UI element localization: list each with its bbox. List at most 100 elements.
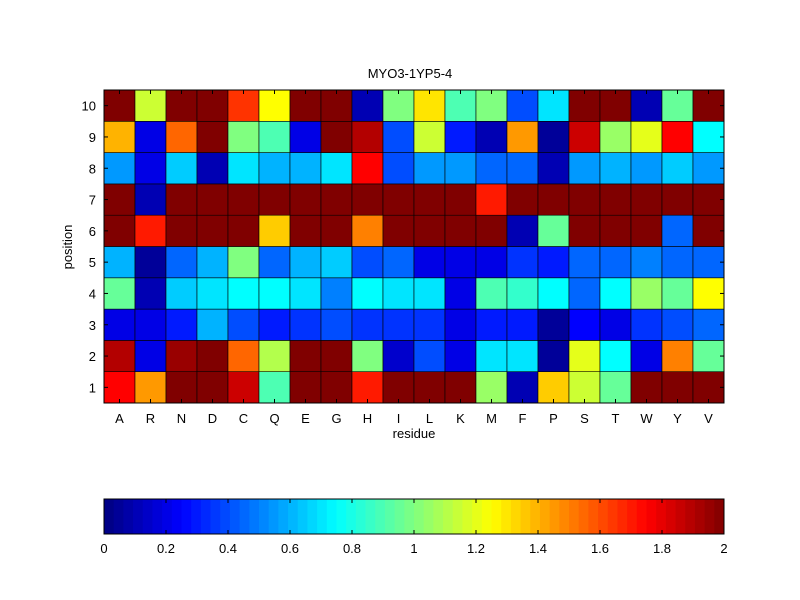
colorbar — [104, 499, 725, 534]
heatmap-cell-K-8 — [444, 152, 477, 185]
heatmap-cell-Y-8 — [661, 152, 694, 185]
heatmap-cell-T-1 — [599, 371, 632, 404]
colorbar-segment — [104, 499, 115, 534]
heatmap-cell-T-6 — [599, 214, 632, 247]
colorbar-tick-label: 1.2 — [467, 541, 485, 556]
heatmap-cell-P-5 — [537, 246, 570, 279]
colorbar-tick-label: 2 — [720, 541, 727, 556]
colorbar-segment — [549, 499, 560, 534]
heatmap-cell-Q-2 — [258, 340, 291, 372]
heatmap-cell-H-2 — [351, 340, 384, 372]
heatmap-cell-V-9 — [692, 121, 725, 153]
heatmap-cell-P-10 — [537, 89, 570, 122]
colorbar-segment — [404, 499, 415, 534]
heatmap-cell-G-8 — [320, 152, 353, 185]
heatmap-cell-F-10 — [506, 89, 539, 122]
heatmap-cell-I-10 — [382, 89, 415, 122]
heatmap-cell-L-2 — [413, 340, 446, 372]
heatmap-cell-D-9 — [196, 121, 229, 153]
heatmap-cell-R-1 — [134, 371, 167, 404]
heatmap-cell-V-10 — [692, 89, 725, 122]
colorbar-segment — [423, 499, 434, 534]
colorbar-segment — [578, 499, 589, 534]
heatmap-cell-L-1 — [413, 371, 446, 404]
heatmap-cell-E-6 — [289, 214, 322, 247]
x-tick-label: V — [704, 411, 713, 426]
colorbar-segment — [598, 499, 609, 534]
colorbar-segment — [520, 499, 531, 534]
heatmap-cell-M-5 — [475, 246, 508, 279]
heatmap-cell-Q-1 — [258, 371, 291, 404]
colorbar-segment — [607, 499, 618, 534]
x-tick-label: L — [426, 411, 433, 426]
heatmap-cell-M-3 — [475, 308, 508, 341]
heatmap-cell-T-2 — [599, 340, 632, 372]
colorbar-segment — [229, 499, 241, 534]
heatmap-cell-W-5 — [630, 246, 663, 279]
heatmap-cell-H-8 — [351, 152, 384, 185]
heatmap-cell-V-2 — [692, 340, 725, 372]
heatmap-cell-Y-3 — [661, 308, 694, 341]
colorbar-segment — [346, 499, 357, 534]
heatmap-cell-T-3 — [599, 308, 632, 341]
heatmap-cell-W-7 — [630, 183, 663, 216]
heatmap-cell-M-7 — [475, 183, 508, 216]
heatmap-cell-M-8 — [475, 152, 508, 185]
colorbar-segment — [317, 499, 328, 534]
y-tick-label: 1 — [89, 380, 96, 395]
colorbar-segment — [704, 499, 715, 534]
y-tick-label: 5 — [89, 255, 96, 270]
heatmap-cell-F-6 — [506, 214, 539, 247]
heatmap-cell-L-5 — [413, 246, 446, 279]
heatmap-cell-D-4 — [196, 277, 229, 310]
heatmap-cell-F-7 — [506, 183, 539, 216]
x-tick-label: F — [519, 411, 527, 426]
x-tick-label: N — [177, 411, 186, 426]
heatmap-cell-M-4 — [475, 277, 508, 310]
heatmap-cell-M-2 — [475, 340, 508, 372]
colorbar-segment — [200, 499, 211, 534]
heatmap-cell-H-4 — [351, 277, 384, 310]
heatmap-cell-W-10 — [630, 89, 663, 122]
heatmap-cell-V-6 — [692, 214, 725, 247]
heatmap-cell-Q-6 — [258, 214, 291, 247]
heatmap-cell-V-8 — [692, 152, 725, 185]
x-tick-label: A — [115, 411, 124, 426]
colorbar-segment — [210, 499, 221, 534]
heatmap-cell-H-5 — [351, 246, 384, 279]
colorbar-segment — [646, 499, 657, 534]
heatmap-cell-P-6 — [537, 214, 570, 247]
heatmap-cell-Q-9 — [258, 121, 291, 153]
heatmap-cell-G-10 — [320, 89, 353, 122]
heatmap-cell-E-4 — [289, 277, 322, 310]
x-tick-label: D — [208, 411, 217, 426]
heatmap-cell-I-1 — [382, 371, 415, 404]
heatmap-cell-E-8 — [289, 152, 322, 185]
heatmap-cell-R-5 — [134, 246, 167, 279]
colorbar-segment — [336, 499, 347, 534]
heatmap-cell-V-4 — [692, 277, 725, 310]
heatmap-cell-S-10 — [568, 89, 601, 122]
heatmap-cell-S-9 — [568, 121, 601, 153]
heatmap-cell-Q-8 — [258, 152, 291, 185]
x-tick-label: S — [580, 411, 589, 426]
heatmap-cell-T-4 — [599, 277, 632, 310]
heatmap-cell-A-10 — [103, 89, 136, 122]
colorbar-segment — [617, 499, 628, 534]
heatmap-cell-K-7 — [444, 183, 477, 216]
heatmap-cell-Y-10 — [661, 89, 694, 122]
heatmap-cell-M-9 — [475, 121, 508, 153]
y-tick-label: 4 — [89, 286, 96, 301]
colorbar-segment — [375, 499, 386, 534]
heatmap-cell-S-4 — [568, 277, 601, 310]
colorbar-segment — [510, 499, 521, 534]
heatmap-cell-W-1 — [630, 371, 663, 404]
heatmap-cell-N-2 — [165, 340, 198, 372]
heatmap-cell-R-7 — [134, 183, 167, 216]
heatmap-cell-A-3 — [103, 308, 136, 341]
heatmap-cell-L-8 — [413, 152, 446, 185]
heatmap-cell-E-9 — [289, 121, 322, 153]
heatmap-cell-V-3 — [692, 308, 725, 341]
colorbar-segment — [394, 499, 405, 534]
